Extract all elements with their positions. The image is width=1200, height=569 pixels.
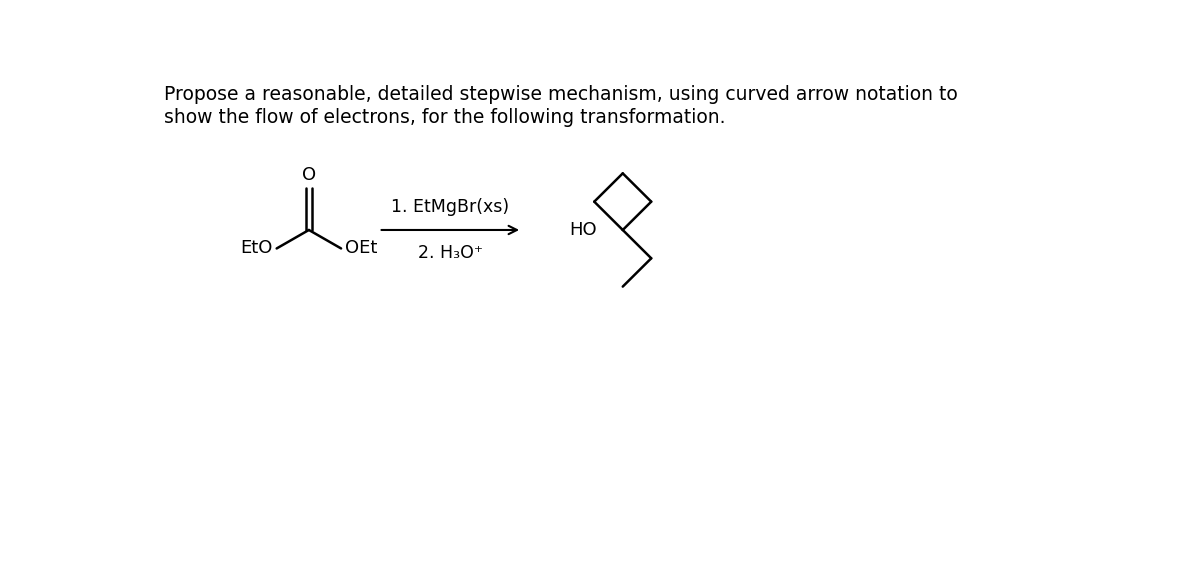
Text: 1. EtMgBr(xs): 1. EtMgBr(xs) xyxy=(391,198,509,216)
Text: EtO: EtO xyxy=(240,240,272,257)
Text: show the flow of electrons, for the following transformation.: show the flow of electrons, for the foll… xyxy=(164,108,726,127)
Text: Propose a reasonable, detailed stepwise mechanism, using curved arrow notation t: Propose a reasonable, detailed stepwise … xyxy=(164,85,958,104)
Text: OEt: OEt xyxy=(344,240,377,257)
Text: HO: HO xyxy=(570,221,598,239)
Text: 2. H₃O⁺: 2. H₃O⁺ xyxy=(418,244,482,262)
Text: O: O xyxy=(302,166,316,184)
